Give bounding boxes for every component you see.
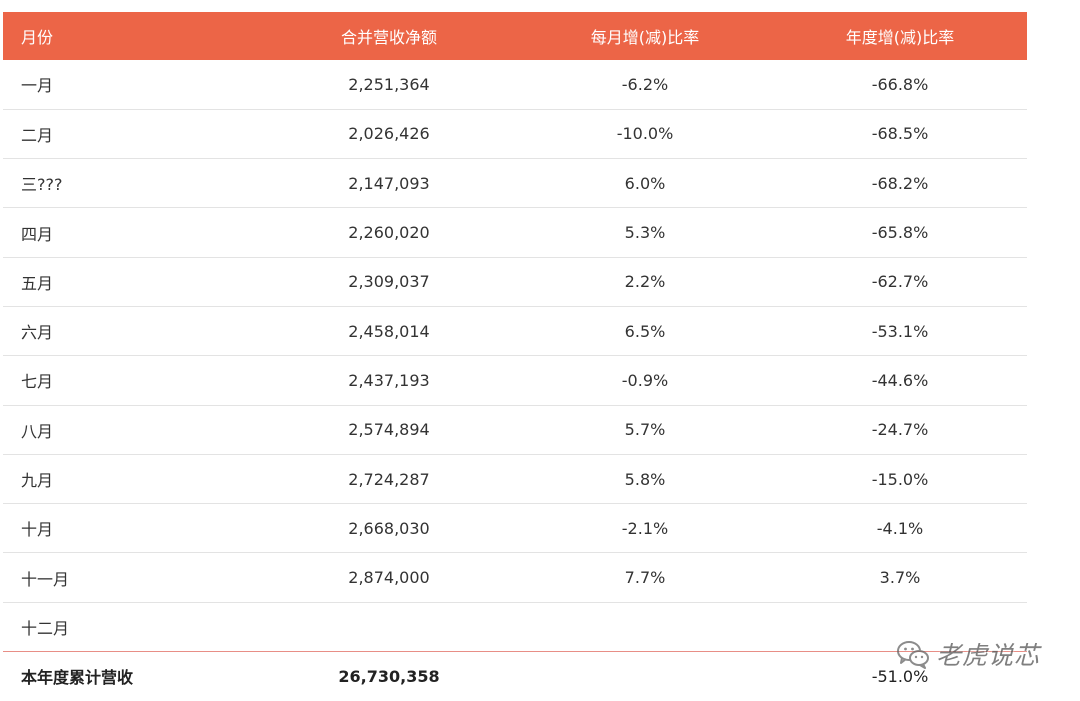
cell-month: 二月 <box>21 125 54 145</box>
cell-monthly-change: 6.5% <box>624 321 666 341</box>
cell-month: 一月 <box>21 76 54 96</box>
cell-yearly-change: -62.7% <box>871 272 929 292</box>
cell-monthly-change <box>517 602 773 651</box>
table-row: 十一月 2,874,000 7.7% 3.7% <box>3 553 1027 603</box>
cell-revenue: 2,260,020 <box>348 223 430 243</box>
header-month: 月份 <box>21 28 54 47</box>
header-monthly-change: 每月增(减)比率 <box>590 28 700 47</box>
cell-month: 五月 <box>21 273 54 293</box>
table-row: 八月 2,574,894 5.7% -24.7% <box>3 405 1027 455</box>
cell-yearly-change: -44.6% <box>871 370 929 390</box>
cell-yearly-change: -68.2% <box>871 173 929 193</box>
cell-monthly-change: -6.2% <box>621 74 669 94</box>
total-label: 本年度累计营收 <box>21 668 134 688</box>
watermark-text: 老虎说芯 <box>936 641 1041 670</box>
table-row: 三??? 2,147,093 6.0% -68.2% <box>3 159 1027 208</box>
table-row: 七月 2,437,193 -0.9% -44.6% <box>3 356 1027 406</box>
cell-monthly-change: 5.8% <box>624 469 666 489</box>
table-row: 四月 2,260,020 5.3% -65.8% <box>3 208 1027 258</box>
cell-revenue: 2,874,000 <box>348 568 430 588</box>
cell-month: 十月 <box>21 520 54 540</box>
cell-yearly-change: -68.5% <box>871 124 929 144</box>
cell-monthly-change: -0.9% <box>621 370 669 390</box>
cell-monthly-change: 5.7% <box>624 420 666 440</box>
cell-revenue: 2,724,287 <box>348 469 430 489</box>
cell-revenue: 2,458,014 <box>348 321 430 341</box>
cell-yearly-change: -4.1% <box>876 518 924 538</box>
cell-month: 三??? <box>21 175 63 195</box>
cell-yearly-change: -15.0% <box>871 469 929 489</box>
cell-month: 六月 <box>21 323 54 343</box>
cell-monthly-change: 6.0% <box>624 173 666 193</box>
table-header-row: 月份 合并营收净额 每月增(减)比率 年度增(减)比率 <box>3 12 1027 60</box>
cell-revenue: 2,147,093 <box>348 173 430 193</box>
revenue-table-container: 月份 合并营收净额 每月增(减)比率 年度增(减)比率 一月 2,251,364… <box>3 12 1027 701</box>
cell-monthly-change: -2.1% <box>621 518 669 538</box>
cell-revenue <box>261 602 517 651</box>
header-net-revenue: 合并营收净额 <box>340 28 437 47</box>
cell-revenue: 2,251,364 <box>348 74 430 94</box>
cell-month: 四月 <box>21 224 54 244</box>
cell-revenue: 2,574,894 <box>348 420 430 440</box>
cell-yearly-change: -24.7% <box>871 420 929 440</box>
table-row: 十月 2,668,030 -2.1% -4.1% <box>3 504 1027 553</box>
cell-month: 十二月 <box>21 618 70 638</box>
total-monthly-change <box>517 652 773 701</box>
wechat-icon <box>897 641 929 669</box>
table-row: 二月 2,026,426 -10.0% -68.5% <box>3 109 1027 159</box>
cell-monthly-change: 2.2% <box>624 272 666 292</box>
cell-revenue: 2,437,193 <box>348 370 430 390</box>
header-yearly-change: 年度增(减)比率 <box>845 28 955 47</box>
cell-yearly-change: -66.8% <box>871 74 929 94</box>
cell-month: 八月 <box>21 421 54 441</box>
table-row: 六月 2,458,014 6.5% -53.1% <box>3 306 1027 356</box>
table-row: 一月 2,251,364 -6.2% -66.8% <box>3 60 1027 110</box>
table-row: 五月 2,309,037 2.2% -62.7% <box>3 257 1027 307</box>
monthly-revenue-table: 月份 合并营收净额 每月增(减)比率 年度增(减)比率 一月 2,251,364… <box>3 12 1027 701</box>
cell-month: 九月 <box>21 471 54 491</box>
total-yearly-change: -51.0% <box>871 666 929 686</box>
table-row: 九月 2,724,287 5.8% -15.0% <box>3 454 1027 504</box>
cell-monthly-change: 7.7% <box>624 568 666 588</box>
cell-revenue: 2,309,037 <box>348 272 430 292</box>
cell-yearly-change: -65.8% <box>871 223 929 243</box>
cell-yearly-change: 3.7% <box>879 568 921 588</box>
cell-monthly-change: 5.3% <box>624 223 666 243</box>
cell-revenue: 2,026,426 <box>348 124 430 144</box>
cell-revenue: 2,668,030 <box>348 518 430 538</box>
total-row: 本年度累计营收 26,730,358 -51.0% <box>3 652 1027 701</box>
cell-month: 十一月 <box>21 569 70 589</box>
cell-yearly-change: -53.1% <box>871 321 929 341</box>
table-row: 十二月 <box>3 602 1027 652</box>
cell-month: 七月 <box>21 372 54 392</box>
cell-monthly-change: -10.0% <box>616 124 674 144</box>
total-revenue: 26,730,358 <box>338 666 440 686</box>
watermark: 老虎说芯 <box>896 634 1040 674</box>
